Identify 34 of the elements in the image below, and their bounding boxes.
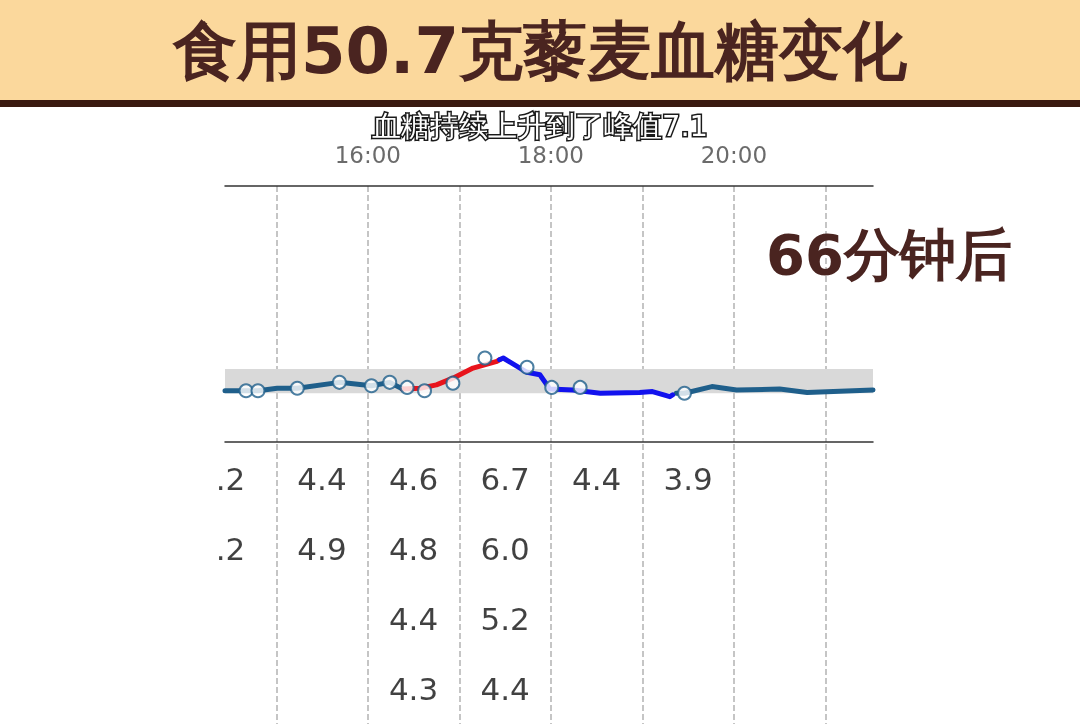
text: 5.2 bbox=[480, 601, 530, 637]
point bbox=[382, 374, 398, 390]
text: 4.4 bbox=[297, 461, 347, 497]
point bbox=[289, 380, 305, 396]
point bbox=[250, 383, 266, 399]
point bbox=[676, 385, 692, 401]
text: 6.0 bbox=[480, 531, 530, 567]
x-tick-label: 20:00 bbox=[700, 141, 768, 168]
x-tick-label: 18:00 bbox=[517, 141, 584, 168]
text: 4.8 bbox=[388, 531, 439, 567]
point bbox=[363, 378, 379, 394]
chart-title: 食用50.7克藜麦血糖变化 bbox=[172, 14, 908, 88]
point bbox=[572, 379, 588, 395]
text: 4.6 bbox=[388, 461, 439, 497]
text: 4.4 bbox=[388, 601, 439, 637]
point bbox=[399, 379, 415, 395]
point bbox=[544, 379, 560, 395]
text: 6.7 bbox=[480, 461, 530, 497]
text: .2 bbox=[215, 531, 246, 567]
text: 4.4 bbox=[571, 461, 622, 497]
text: 4.4 bbox=[480, 671, 530, 707]
point bbox=[519, 359, 535, 375]
text: 4.3 bbox=[388, 671, 439, 707]
text: 4.9 bbox=[297, 531, 347, 567]
point bbox=[445, 375, 461, 391]
point bbox=[238, 383, 254, 399]
text: 3.9 bbox=[663, 461, 713, 497]
text: .2 bbox=[215, 461, 246, 497]
point bbox=[417, 383, 433, 399]
point bbox=[331, 374, 347, 390]
x-tick-label: 16:00 bbox=[334, 141, 401, 168]
point bbox=[477, 350, 493, 366]
chart-subtitle: 血糖持续上升到了峰值7.1 bbox=[371, 108, 709, 143]
text: 66分钟后 bbox=[766, 221, 1013, 287]
